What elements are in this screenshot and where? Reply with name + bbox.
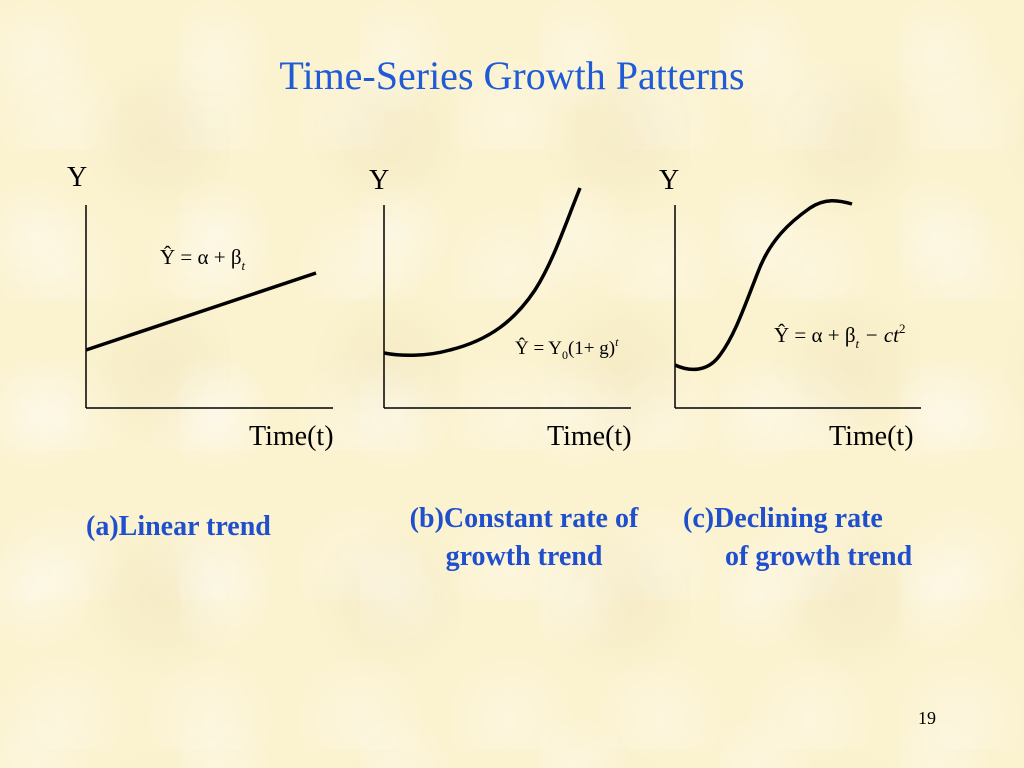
panel-b-equation: Ŷ = Y0(1+ g)t — [515, 335, 619, 362]
panel-c-caption: (c)Declining rate of growth trend — [683, 500, 912, 576]
panel-c-x-label: Time(t) — [829, 421, 914, 452]
panel-b-caption: (b)Constant rate of growth trend — [384, 500, 664, 576]
panel-a-equation: Ŷ = α + βt — [160, 245, 246, 273]
panel-b-y-label: Y — [369, 165, 390, 196]
panel-c-caption-line-1: (c)Declining rate — [683, 503, 883, 534]
panel-c-equation: Ŷ = α + βt − ct2 — [774, 321, 906, 351]
panel-c-caption-line-2: of growth trend — [725, 541, 913, 572]
panel-c-plot: Ŷ = α + βt − ct2 — [674, 199, 921, 409]
panel-a-caption: (a)Linear trend — [86, 508, 271, 546]
panel-a-linear-curve — [85, 271, 317, 352]
panel-b-x-label: Time(t) — [547, 421, 632, 452]
panel-a-y-label: Y — [67, 162, 88, 193]
panel-b-caption-line-2: growth trend — [445, 541, 603, 572]
panel-b-caption-line-1: (b)Constant rate of — [409, 503, 639, 534]
slide-title: Time-Series Growth Patterns — [279, 53, 745, 98]
panel-b-plot: Ŷ = Y0(1+ g)t — [383, 187, 631, 409]
panel-b-exponential-curve — [383, 187, 582, 358]
panel-c-y-label: Y — [659, 165, 680, 196]
panel-a-plot: Ŷ = α + βt — [85, 205, 333, 409]
panel-a-x-label: Time(t) — [249, 421, 334, 452]
panel-a-caption-line-1: (a)Linear trend — [86, 511, 271, 542]
page-number: 19 — [918, 708, 936, 728]
panel-c-declining-curve — [674, 199, 853, 372]
